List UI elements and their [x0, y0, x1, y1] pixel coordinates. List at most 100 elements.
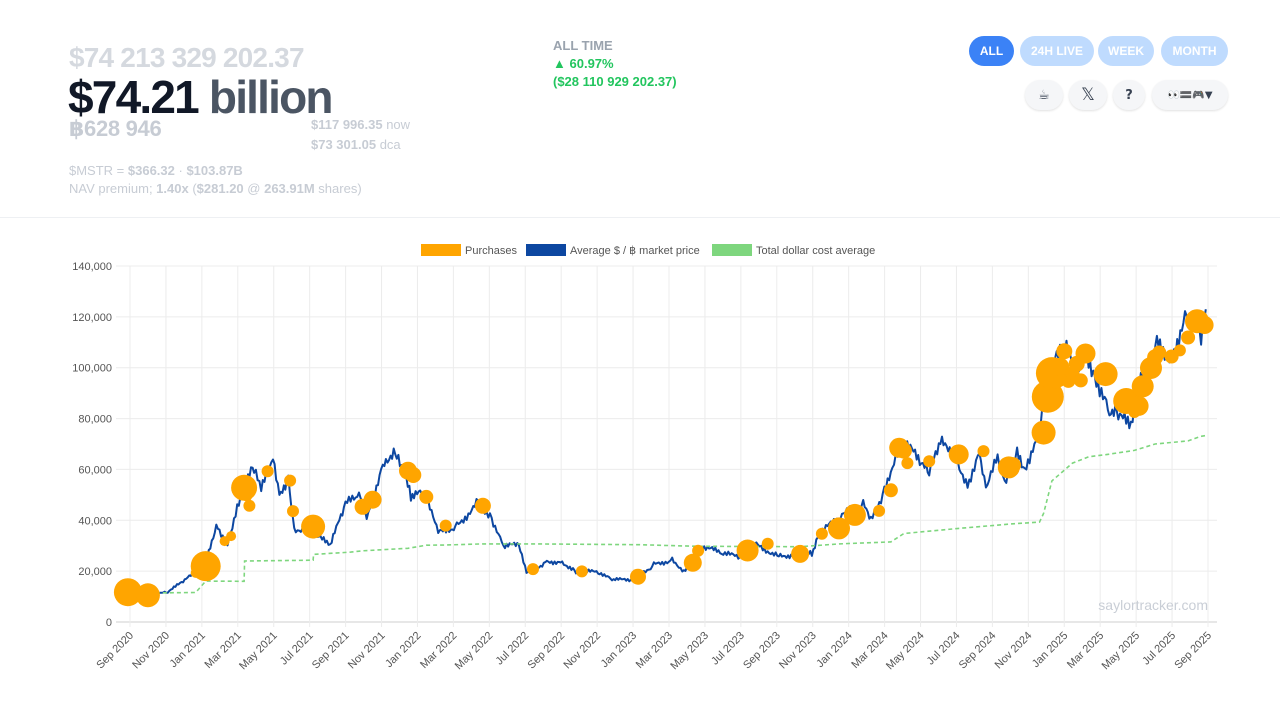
purchase-dot[interactable]	[1073, 373, 1088, 388]
y-tick-label: 60,000	[78, 464, 112, 476]
y-tick-label: 40,000	[78, 515, 112, 527]
purchase-dot[interactable]	[630, 568, 646, 585]
purchase-dot[interactable]	[923, 455, 936, 468]
dca-line	[127, 434, 1206, 594]
purchase-dot[interactable]	[1005, 457, 1021, 474]
purchase-dot[interactable]	[419, 489, 434, 504]
dca-label: dca	[379, 137, 401, 152]
usd-value-exact: $74 213 329 202.37	[69, 42, 305, 73]
range-week-button[interactable]: WEEK	[1098, 36, 1154, 66]
purchase-dot[interactable]	[575, 565, 588, 578]
purchase-dot[interactable]	[1051, 357, 1070, 376]
x-logo-icon[interactable]: 𝕏	[1069, 80, 1107, 110]
x-tick-label: Nov 2023	[777, 630, 819, 672]
purchase-dot[interactable]	[1152, 345, 1167, 360]
purchase-dot[interactable]	[948, 444, 969, 465]
purchase-dot[interactable]	[761, 537, 774, 550]
x-tick-label: Sep 2021	[310, 630, 352, 672]
x-tick-label: May 2022	[453, 630, 496, 673]
purchase-dot[interactable]	[261, 465, 274, 478]
legend-purchases[interactable]: Purchases	[421, 244, 517, 257]
purchase-dot[interactable]	[284, 474, 297, 487]
now-label: now	[386, 117, 411, 132]
mstr-line: $MSTR = $366.32 · $103.87B	[69, 163, 243, 178]
nav-close: shares)	[314, 181, 362, 196]
x-tick-label: Jan 2022	[383, 630, 423, 670]
x-tick-label: Jan 2023	[599, 630, 639, 670]
x-tick-label: Sep 2024	[957, 630, 999, 672]
range-month-button[interactable]: MONTH	[1161, 36, 1228, 66]
x-tick-label: Sep 2022	[526, 630, 568, 672]
purchase-dot[interactable]	[405, 467, 422, 483]
purchase-dot[interactable]	[895, 442, 912, 459]
purchase-dot[interactable]	[243, 499, 256, 512]
x-tick-label: May 2021	[237, 630, 280, 673]
watermark-text: saylortracker.com	[1098, 597, 1208, 613]
purchase-dot[interactable]	[843, 503, 866, 526]
purchase-dot[interactable]	[1195, 316, 1214, 334]
chart-legend: Purchases Average $ / ฿ market price Total…	[421, 244, 875, 257]
purchase-dot[interactable]	[1075, 343, 1096, 364]
x-tick-label: May 2023	[668, 630, 711, 673]
purchase-dot[interactable]	[1031, 420, 1056, 445]
chart-container: 140,000 120,000 100,000 80,000 60,000 40,000 2…	[0, 230, 1280, 720]
range-all-button[interactable]: ALL	[969, 36, 1014, 66]
purchase-dot[interactable]	[113, 578, 142, 607]
x-tick-label: Sep 2020	[94, 630, 136, 672]
purchase-dot[interactable]	[1173, 344, 1186, 357]
now-price: $117 996.35	[311, 117, 383, 132]
legend-purchases-swatch	[421, 244, 461, 256]
purchase-dot[interactable]	[226, 531, 237, 542]
purchase-dot[interactable]	[1031, 380, 1064, 413]
now-price-line: $117 996.35 now	[311, 117, 410, 132]
purchase-dot[interactable]	[683, 553, 702, 572]
y-tick-label: 20,000	[78, 566, 112, 578]
mstr-market-cap: $103.87B	[186, 163, 243, 178]
purchase-dot[interactable]	[1056, 343, 1073, 360]
purchase-dot[interactable]	[242, 491, 252, 502]
purchase-dot[interactable]	[1131, 375, 1154, 398]
x-tick-label: May 2025	[1100, 630, 1143, 673]
mstr-prefix: $MSTR =	[69, 163, 128, 178]
purchase-dot[interactable]	[815, 527, 828, 540]
purchase-dot[interactable]	[736, 539, 759, 562]
purchase-dot[interactable]	[977, 445, 990, 458]
y-tick-label: 120,000	[72, 312, 112, 324]
purchase-dot[interactable]	[1181, 330, 1196, 345]
y-tick-label: 0	[106, 617, 112, 629]
percent-change: ▲ 60.97%	[553, 56, 614, 71]
purchase-dot[interactable]	[135, 583, 160, 608]
purchase-dot[interactable]	[190, 551, 221, 582]
purchase-dot[interactable]	[363, 490, 382, 509]
purchase-dot[interactable]	[301, 514, 326, 539]
legend-dca[interactable]: Total dollar cost average	[712, 244, 875, 257]
dca-price-line: $73 301.05 dca	[311, 137, 401, 152]
coffee-icon[interactable]: ☕	[1025, 80, 1063, 110]
purchase-dot[interactable]	[527, 563, 539, 576]
x-tick-label: Jan 2025	[1030, 630, 1070, 670]
y-tick-label: 100,000	[72, 363, 112, 375]
range-24h-live-button[interactable]: 24H LIVE	[1020, 36, 1094, 66]
legend-market-price[interactable]: Average $ / ฿ market price	[526, 244, 700, 257]
y-tick-label: 80,000	[78, 414, 112, 426]
purchase-dot[interactable]	[901, 457, 914, 470]
market-price-line	[127, 309, 1207, 597]
percent-change-value: 60.97%	[569, 56, 614, 71]
purchase-dot[interactable]	[1128, 395, 1149, 416]
purchase-dot[interactable]	[1093, 362, 1118, 387]
purchase-dot[interactable]	[883, 483, 898, 498]
purchase-dot[interactable]	[287, 505, 299, 518]
theme-menu-icon[interactable]: 👀🟰🎮▼	[1152, 80, 1228, 110]
legend-market-price-swatch	[526, 244, 566, 256]
purchase-dot[interactable]	[828, 517, 850, 540]
purchase-dot[interactable]	[873, 504, 886, 517]
purchase-dot[interactable]	[692, 544, 705, 557]
x-tick-label: Jan 2021	[167, 630, 207, 670]
legend-dca-swatch	[712, 244, 752, 256]
purchase-dot[interactable]	[439, 519, 452, 532]
x-tick-label: Jan 2024	[814, 630, 854, 670]
help-icon[interactable]: ?	[1113, 80, 1145, 110]
nav-at: @	[243, 181, 265, 196]
purchase-dot[interactable]	[474, 497, 491, 514]
purchase-dot[interactable]	[791, 544, 810, 563]
